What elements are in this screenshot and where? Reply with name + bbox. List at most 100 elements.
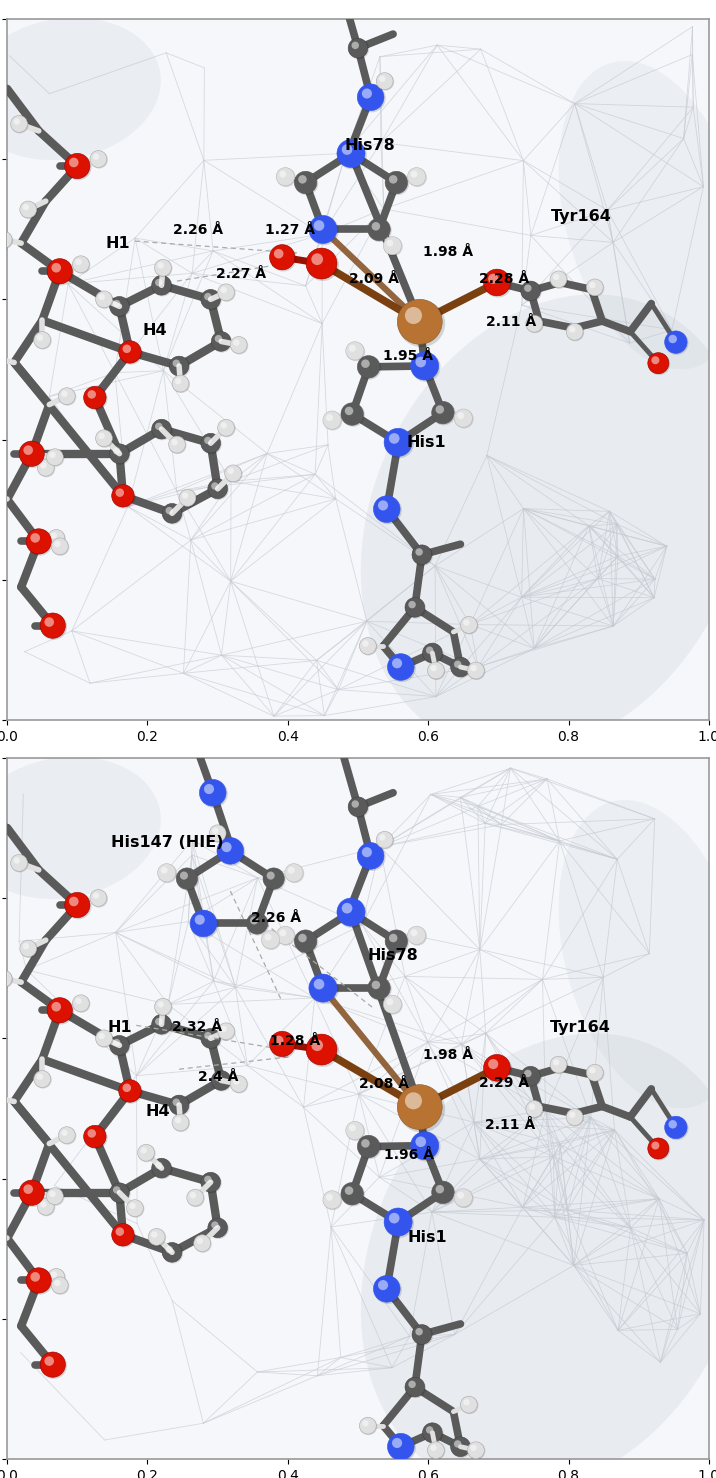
Circle shape <box>294 930 317 952</box>
Circle shape <box>377 832 395 850</box>
Circle shape <box>130 1203 136 1209</box>
Circle shape <box>387 653 414 680</box>
Circle shape <box>385 171 407 194</box>
Circle shape <box>14 857 20 863</box>
Circle shape <box>383 995 402 1014</box>
Text: Tyr164: Tyr164 <box>551 208 612 225</box>
Circle shape <box>190 910 218 939</box>
Circle shape <box>48 529 66 547</box>
Circle shape <box>171 439 178 445</box>
Circle shape <box>361 1140 369 1147</box>
Circle shape <box>44 618 54 627</box>
Circle shape <box>62 1129 67 1137</box>
Circle shape <box>119 341 141 364</box>
Circle shape <box>407 167 426 186</box>
Circle shape <box>155 998 171 1015</box>
Circle shape <box>374 1276 402 1304</box>
Circle shape <box>48 1268 64 1286</box>
Circle shape <box>384 429 414 458</box>
Circle shape <box>84 1126 107 1150</box>
Circle shape <box>309 216 339 245</box>
Circle shape <box>586 1064 604 1080</box>
Circle shape <box>665 331 689 355</box>
Circle shape <box>194 1234 211 1252</box>
Circle shape <box>19 1179 44 1206</box>
Circle shape <box>669 334 677 343</box>
Circle shape <box>44 1357 54 1366</box>
Circle shape <box>112 1224 135 1247</box>
Circle shape <box>342 403 365 427</box>
Circle shape <box>521 281 542 302</box>
Circle shape <box>270 244 295 270</box>
Circle shape <box>484 1055 512 1083</box>
Circle shape <box>398 300 445 347</box>
Circle shape <box>397 300 442 344</box>
Circle shape <box>155 259 171 276</box>
Circle shape <box>163 1243 183 1264</box>
Circle shape <box>247 913 269 936</box>
Circle shape <box>430 665 437 671</box>
Circle shape <box>427 1443 445 1460</box>
Circle shape <box>23 943 29 949</box>
Circle shape <box>376 831 393 848</box>
Circle shape <box>405 597 425 618</box>
Circle shape <box>455 409 473 429</box>
Circle shape <box>151 1231 158 1237</box>
Circle shape <box>24 445 33 455</box>
Circle shape <box>231 337 248 355</box>
Circle shape <box>120 341 140 362</box>
Circle shape <box>175 378 181 384</box>
Circle shape <box>345 1187 353 1194</box>
Circle shape <box>385 930 409 953</box>
Circle shape <box>468 662 485 680</box>
Circle shape <box>349 344 356 352</box>
Circle shape <box>337 899 365 927</box>
Circle shape <box>397 1085 442 1129</box>
Circle shape <box>450 658 470 677</box>
Circle shape <box>346 1122 364 1140</box>
Circle shape <box>113 1187 120 1194</box>
Circle shape <box>59 387 75 405</box>
Circle shape <box>458 1191 464 1199</box>
Circle shape <box>460 616 478 634</box>
Circle shape <box>306 1035 337 1066</box>
Circle shape <box>52 538 69 556</box>
Circle shape <box>295 930 319 953</box>
Circle shape <box>47 1188 64 1206</box>
Circle shape <box>20 201 38 219</box>
Circle shape <box>288 866 295 873</box>
Circle shape <box>113 1225 134 1246</box>
Circle shape <box>11 115 29 133</box>
Circle shape <box>422 1423 442 1443</box>
Circle shape <box>664 331 687 353</box>
Circle shape <box>385 171 409 195</box>
Circle shape <box>379 834 385 841</box>
Circle shape <box>152 1159 173 1179</box>
Circle shape <box>463 1400 470 1406</box>
Text: 2.26 Å: 2.26 Å <box>173 223 223 236</box>
Circle shape <box>387 998 393 1005</box>
Circle shape <box>165 1246 173 1253</box>
Circle shape <box>90 890 107 906</box>
Circle shape <box>664 1116 687 1138</box>
Circle shape <box>427 662 445 680</box>
Circle shape <box>0 350 5 368</box>
Circle shape <box>385 930 407 952</box>
Circle shape <box>158 865 177 882</box>
Circle shape <box>221 423 227 429</box>
Circle shape <box>342 1182 365 1206</box>
Circle shape <box>148 1228 166 1246</box>
Circle shape <box>374 1276 400 1302</box>
Circle shape <box>648 353 670 375</box>
Circle shape <box>323 1191 342 1210</box>
Circle shape <box>361 359 369 368</box>
Circle shape <box>90 151 108 168</box>
Circle shape <box>408 602 416 609</box>
Circle shape <box>98 433 105 439</box>
Circle shape <box>455 1188 473 1208</box>
Circle shape <box>110 443 130 464</box>
Circle shape <box>182 492 188 498</box>
Circle shape <box>26 1268 52 1293</box>
Circle shape <box>34 1072 52 1088</box>
Circle shape <box>411 352 440 381</box>
